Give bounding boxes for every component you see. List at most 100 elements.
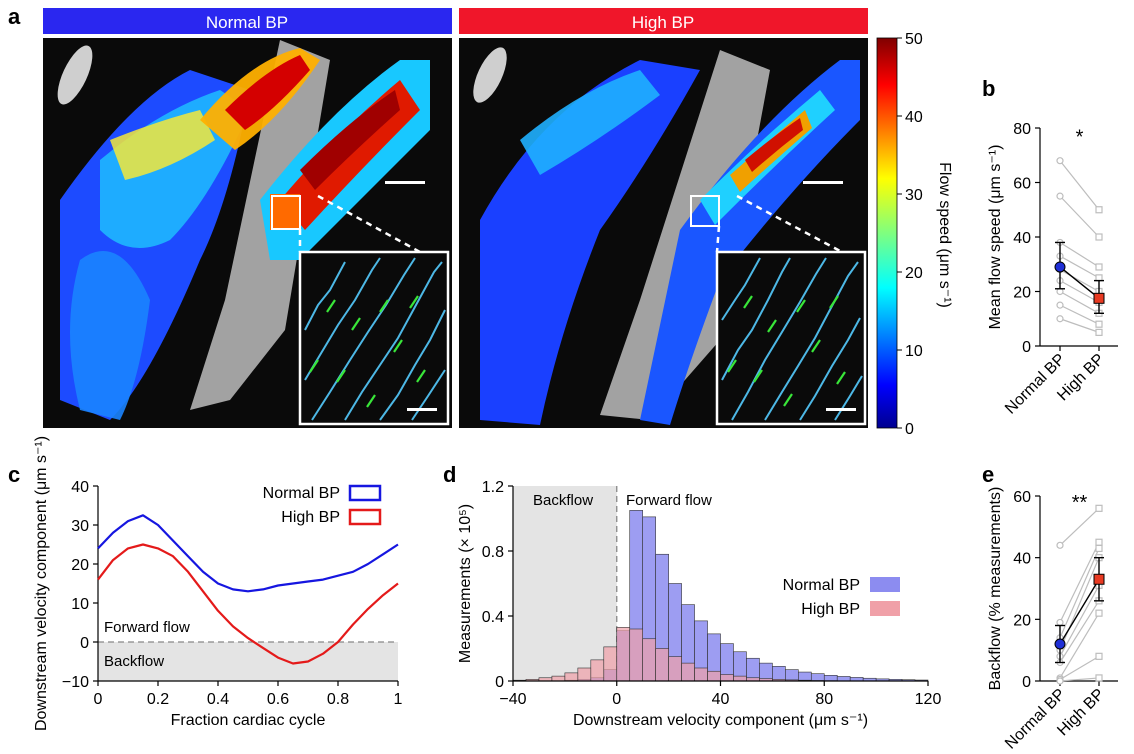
- scale-bar-normal: [385, 181, 425, 184]
- inset-scale-bar-high: [826, 408, 856, 411]
- left-banner-bar: [43, 8, 452, 34]
- annotation-backflow: Backflow: [104, 653, 164, 670]
- panel-letter-d: d: [443, 462, 456, 487]
- right-banner-title: High BP: [632, 13, 694, 32]
- inset-selection-box-high: [690, 195, 720, 227]
- mean-line: [1059, 266, 1100, 299]
- legend-label: High BP: [281, 509, 340, 526]
- paired-line: [1059, 290, 1100, 314]
- mean-point-high: [1093, 573, 1105, 585]
- y-axis-label: Mean flow speed (μm s⁻¹): [987, 145, 1004, 330]
- x-axis-label: Downstream velocity component (μm s⁻¹): [573, 712, 868, 729]
- histogram-bar: [603, 646, 618, 682]
- backflow-region: [98, 642, 398, 681]
- x-axis-label: Fraction cardiac cycle: [171, 712, 326, 729]
- left-banner-title: Normal BP: [206, 13, 288, 32]
- panel-a-left-banner: Normal BP: [43, 8, 452, 34]
- histogram-bar: [798, 671, 812, 682]
- paired-point-high: [1095, 320, 1103, 328]
- panel-letter-a: a: [8, 4, 21, 29]
- paired-point-high: [1095, 328, 1103, 336]
- y-tick-label: 20: [71, 557, 89, 574]
- paired-point-high: [1095, 538, 1103, 546]
- colorbar-tick-label: 0: [905, 421, 914, 438]
- paired-point-normal: [1056, 301, 1064, 309]
- paired-line: [1059, 541, 1100, 623]
- y-tick-label: 0.4: [482, 609, 504, 626]
- paired-line: [1059, 195, 1100, 238]
- paired-line: [1059, 241, 1100, 268]
- flow-map-normal-bp: [43, 38, 452, 428]
- x-tick-label: 0.2: [147, 691, 169, 708]
- colorbar-tick-label: 30: [905, 187, 923, 204]
- histogram-bar: [720, 674, 734, 682]
- paired-line: [1059, 318, 1100, 333]
- mean-point-normal: [1054, 638, 1066, 650]
- x-tick-label: 120: [915, 691, 942, 708]
- histogram-bar: [564, 672, 579, 682]
- paired-point-high: [1095, 206, 1103, 214]
- panel-letter-c: c: [8, 462, 20, 487]
- x-tick-label: 0.4: [207, 691, 229, 708]
- y-tick-label: 0: [1022, 339, 1031, 356]
- y-tick-label: 60: [1013, 176, 1031, 193]
- x-tick-label: 0: [94, 691, 103, 708]
- histogram-bar: [733, 675, 747, 682]
- paired-point-high: [1095, 233, 1103, 241]
- x-tick-label: 1: [394, 691, 403, 708]
- histogram-bar: [707, 670, 721, 682]
- right-banner-bar: [459, 8, 868, 34]
- legend-label: Normal BP: [263, 485, 340, 502]
- paired-line: [1059, 160, 1100, 211]
- colorbar-tick-label: 20: [905, 265, 923, 282]
- y-tick-label: 0: [495, 674, 504, 691]
- paired-point-normal: [1056, 541, 1064, 549]
- histogram-bar: [616, 627, 631, 682]
- paired-point-high: [1095, 504, 1103, 512]
- y-axis-label: Measurements (× 10⁵): [457, 504, 474, 663]
- panel-a-right-banner: High BP: [459, 8, 868, 34]
- annotation-forward-flow: Forward flow: [626, 492, 712, 509]
- flow-map-high-bp: [459, 38, 868, 428]
- histogram-bar: [823, 675, 838, 682]
- series-line: [97, 514, 399, 593]
- paired-line: [1059, 269, 1100, 293]
- y-tick-label: −10: [62, 674, 89, 691]
- colorbar-label: Flow speed (μm s⁻¹): [936, 162, 953, 308]
- y-tick-label: 20: [1013, 612, 1031, 629]
- paired-point-normal: [1056, 315, 1064, 323]
- paired-point-high: [1095, 544, 1103, 553]
- inset-streamlines-high: [715, 250, 867, 426]
- histogram-bar: [577, 667, 592, 682]
- y-axis-label: Downstream velocity component (μm s⁻¹): [33, 436, 50, 731]
- legend-swatch: [870, 577, 900, 592]
- colorbar-tick-label: 10: [905, 343, 923, 360]
- paired-line: [1059, 677, 1100, 682]
- paired-line: [1059, 557, 1100, 651]
- annotation-backflow: Backflow: [533, 492, 593, 509]
- y-tick-label: 0.8: [482, 544, 504, 561]
- colorbar-tick-label: 40: [905, 109, 923, 126]
- paired-line: [1059, 507, 1100, 546]
- histogram-bar: [642, 638, 656, 682]
- y-tick-label: 80: [1013, 121, 1031, 138]
- x-category-label: Normal BP: [1002, 351, 1069, 418]
- backflow-region: [513, 486, 617, 681]
- mean-point-high: [1093, 292, 1105, 304]
- histogram-bar: [694, 667, 708, 682]
- paired-point-high: [1095, 263, 1103, 271]
- series-line: [97, 543, 399, 665]
- x-tick-label: 40: [712, 691, 730, 708]
- y-tick-label: 60: [1013, 489, 1031, 506]
- paired-line: [1059, 304, 1100, 325]
- histogram-bar: [810, 673, 825, 682]
- histogram-bar: [836, 676, 851, 682]
- legend-swatch: [870, 601, 900, 616]
- paired-point-high: [1095, 674, 1103, 682]
- legend-swatch: [348, 508, 382, 526]
- y-tick-label: 1.2: [482, 479, 504, 496]
- histogram-bar: [785, 669, 799, 682]
- paired-point-normal: [1056, 157, 1064, 165]
- colorbar-gradient: [876, 37, 898, 429]
